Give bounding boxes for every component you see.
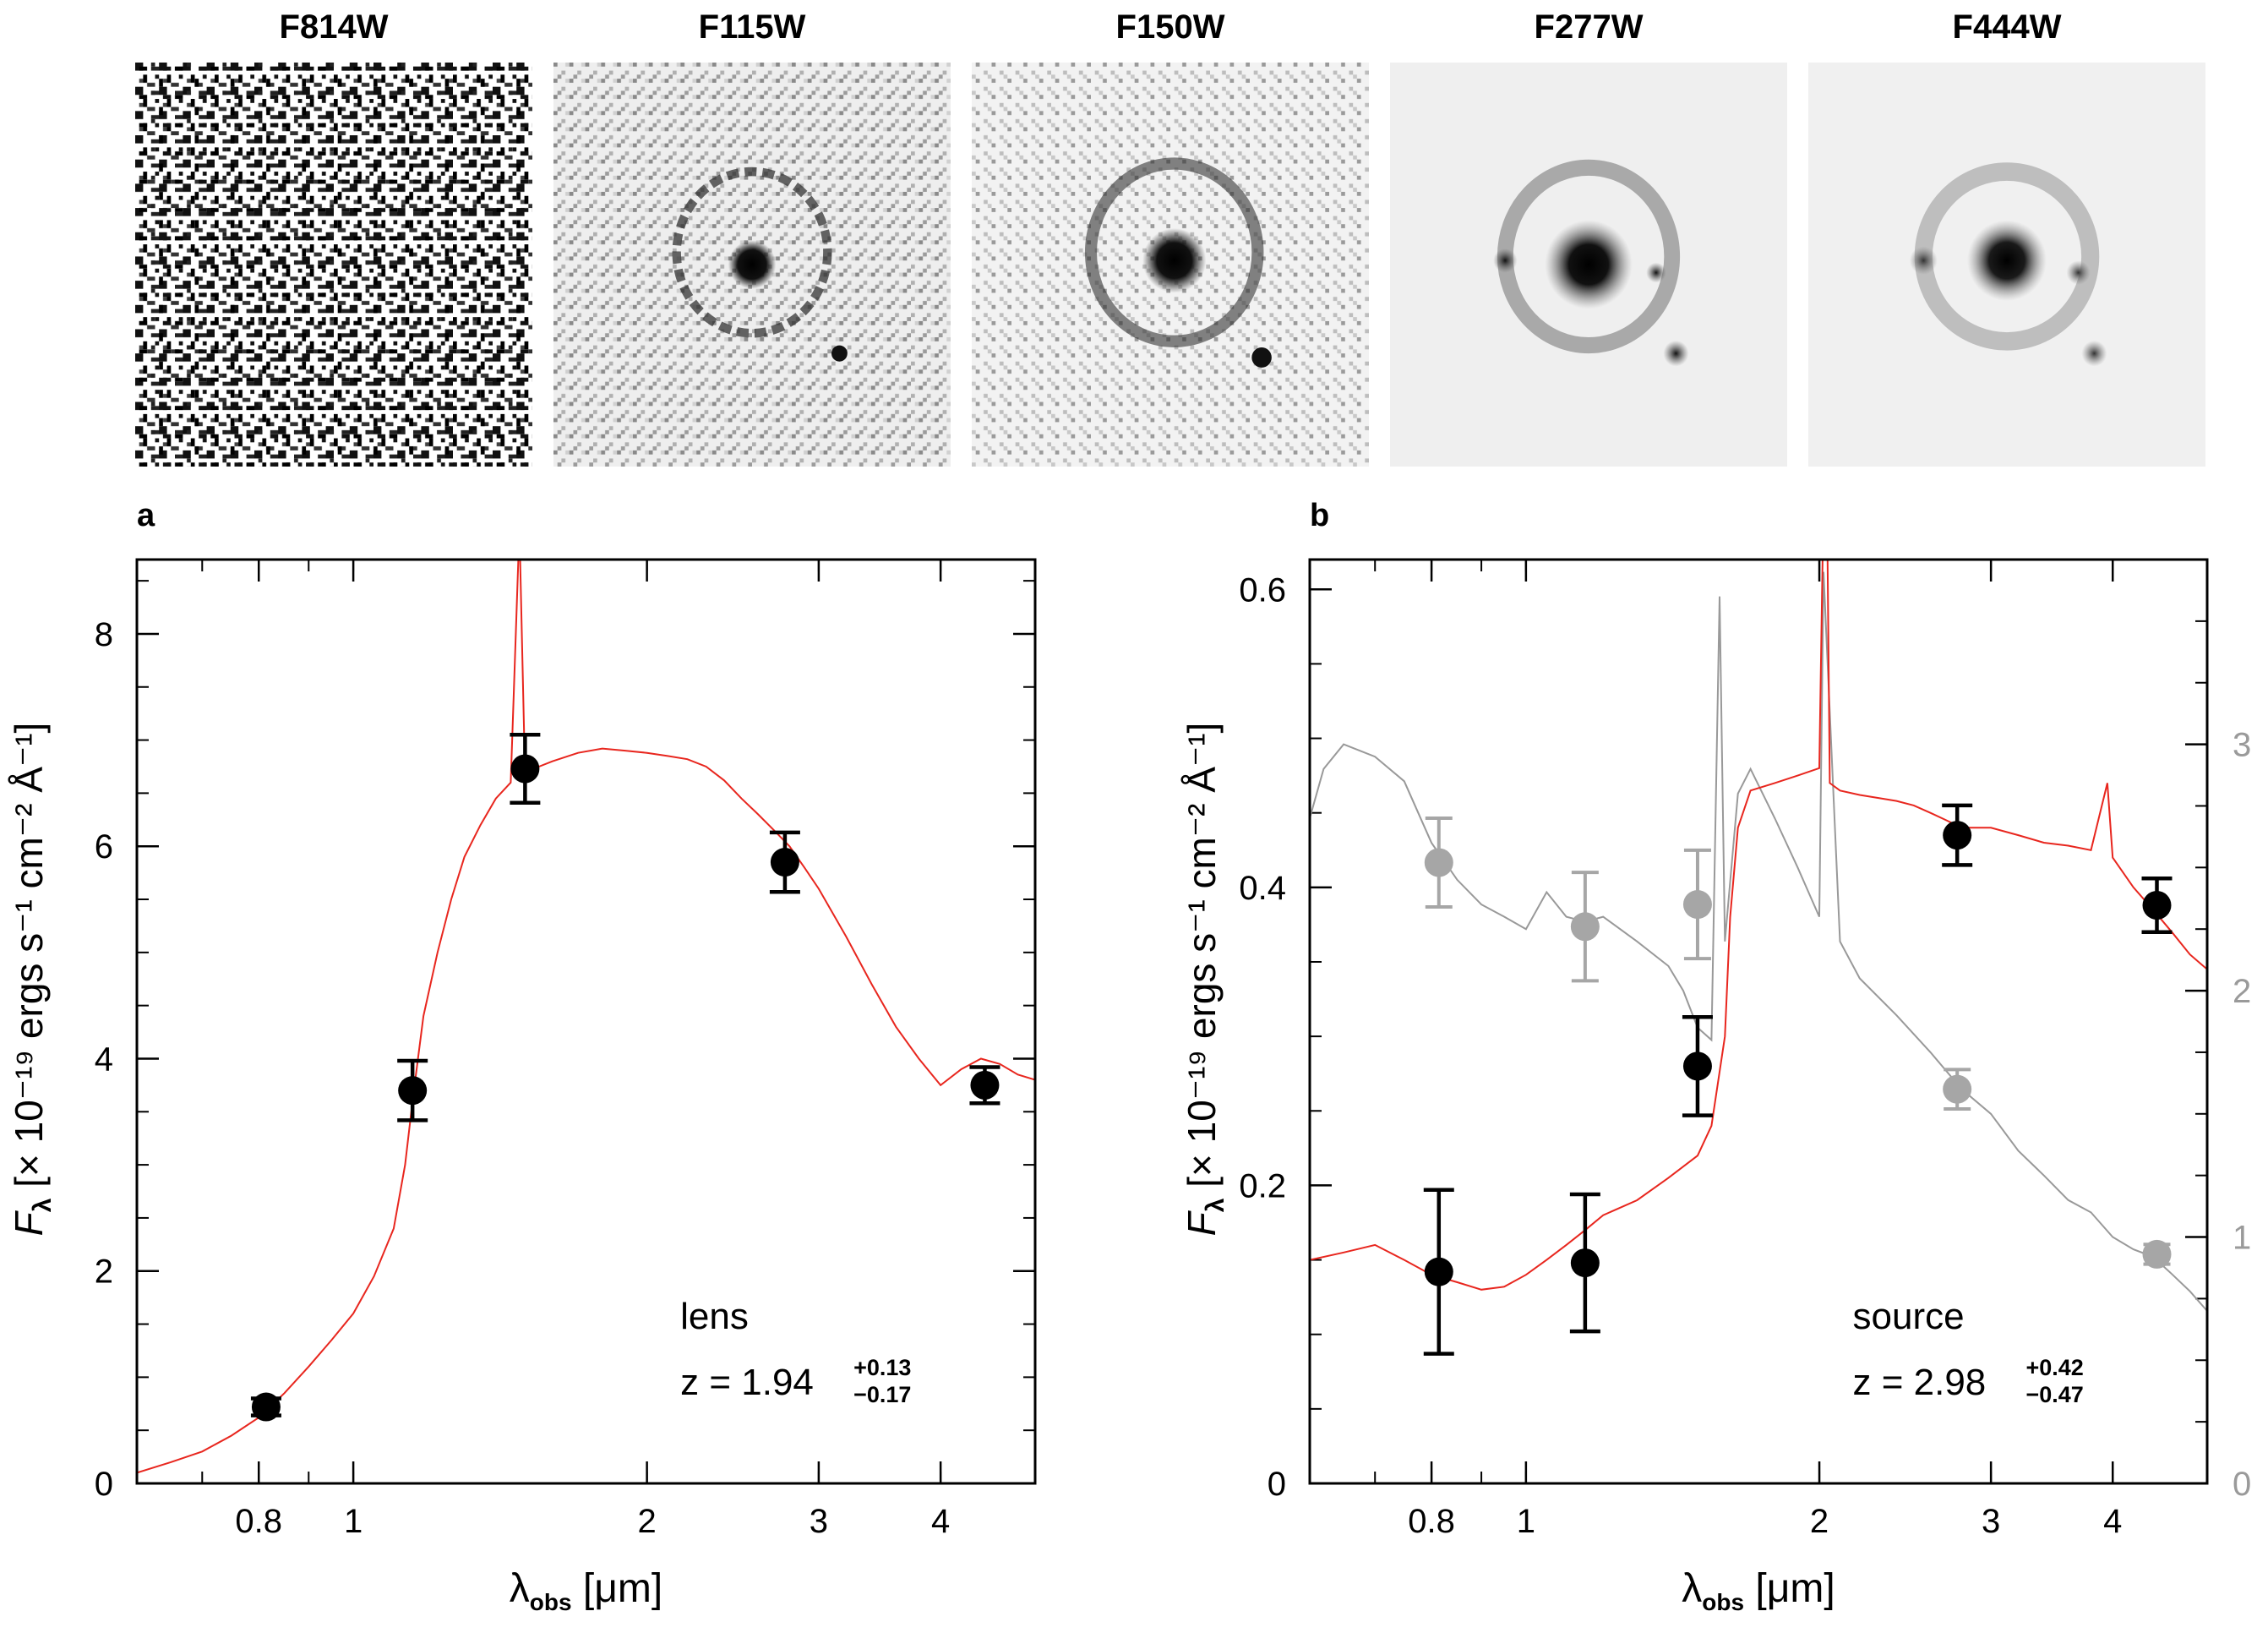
x-tick-label: 0.8 [235,1503,282,1540]
gray-data-point [2142,1239,2172,1269]
gray-model-line [1310,571,2207,1312]
y-axis-label-sub: λ [1202,1198,1229,1212]
y-axis-label: Fλ [× 10⁻¹⁹ ergs s⁻¹ cm⁻² Å⁻¹] [7,723,57,1237]
data-point [2142,890,2172,920]
data-point [251,1392,281,1422]
x-tick-label: 3 [1982,1503,2000,1540]
sed-charts: 0.8 1 2 3 4 0 2 4 6 8 a lens z = 1.94 +0.13−0.17 λobs … [7,498,2251,1615]
stamp-image-f115w [553,63,951,467]
x-axis-label-main: λ [1682,1566,1702,1611]
x-axis-label: λobs [μm] [1682,1566,1835,1615]
data-point [770,848,799,877]
data-point [1943,821,1972,850]
data-point [1424,1257,1453,1286]
data-point [398,1076,428,1106]
data-point [1682,1051,1712,1081]
x-axis-label-sub: obs [530,1589,572,1615]
stamp-title-f814w: F814W [279,8,389,46]
x-tick-label: 4 [2103,1503,2122,1540]
y-axis-label-main: F [7,1210,51,1236]
filter-stamps-row: F814W F115W F150W F277W F444W [0,0,2268,473]
gray-data-point [1943,1074,1972,1104]
plot-frame [1308,558,2209,1485]
panel-label: a [137,498,155,533]
y-axis-label-sub: λ [29,1198,57,1212]
y-tick-label: 4 [95,1040,113,1078]
annotation-z-plus: +0.42 [2026,1355,2084,1380]
annotation-redshift: z = 1.94 [680,1362,814,1403]
stamp-image-f150w [972,63,1369,467]
stamp-image-f277w [1390,63,1787,467]
annotation-name: source [1853,1296,1965,1337]
plot-area [137,560,1035,1474]
x-axis-label-unit: [μm] [1744,1566,1835,1611]
y-tick-label: 0.6 [1239,571,1286,609]
annotation-z-minus: −0.47 [2026,1382,2084,1407]
annotation-z-minus: −0.17 [853,1382,911,1407]
y-tick-label: 0.4 [1239,870,1286,907]
gray-data-point [1682,890,1712,920]
annotation-redshift: z = 2.98 [1853,1362,1987,1403]
x-axis-label-unit: [μm] [572,1566,663,1611]
y-tick-label: 6 [95,828,113,866]
annotation-name: lens [680,1296,749,1337]
stamp-image-f444w [1808,63,2205,467]
stamp-title-f277w: F277W [1534,8,1644,46]
model-sed-line [1310,560,2207,1291]
y-tick-label: 2 [95,1253,113,1291]
panel-b: 0.8 1 2 3 4 0 0.2 0.4 0.6 0 1 2 3 b source z = 2.98 +0.4… [1180,498,2251,1615]
y-axis-label-unit: [× 10⁻¹⁹ ergs s⁻¹ cm⁻² Å⁻¹] [7,723,51,1199]
x-axis-label-sub: obs [1702,1589,1744,1615]
x-tick-label: 0.8 [1408,1503,1455,1540]
data-point [970,1070,1000,1100]
y-axis-label-unit: [× 10⁻¹⁹ ergs s⁻¹ cm⁻² Å⁻¹] [1180,723,1224,1199]
stamp-title-f115w: F115W [698,8,806,46]
annotation-z-plus: +0.13 [853,1355,911,1380]
x-tick-label: 2 [1810,1503,1829,1540]
x-tick-label: 2 [637,1503,656,1540]
stamp-title-f444w: F444W [1952,8,2062,46]
panel-a: 0.8 1 2 3 4 0 2 4 6 8 a lens z = 1.94 +0.13−0.17 λobs … [7,498,1037,1615]
y2-tick-label: 3 [2233,727,2251,764]
x-axis-label-main: λ [510,1566,530,1611]
data-point [1570,1248,1600,1278]
model-sed-line [137,560,1035,1474]
stamp-title-f150w: F150W [1115,8,1225,46]
panel-label: b [1310,498,1329,533]
plot-frame [135,558,1037,1485]
stamp-image-f814w [135,63,532,467]
y2-tick-label: 0 [2233,1466,2251,1503]
y2-tick-label: 2 [2233,973,2251,1010]
y-axis-label: Fλ [× 10⁻¹⁹ ergs s⁻¹ cm⁻² Å⁻¹] [1180,723,1229,1237]
data-point [510,754,540,784]
gray-data-point [1424,848,1453,877]
gray-data-point [1570,912,1600,942]
y-axis-label-main: F [1180,1210,1224,1236]
y-tick-label: 0.2 [1239,1167,1286,1204]
y-tick-label: 0 [1268,1466,1286,1503]
y-tick-label: 0 [95,1466,113,1503]
y-tick-label: 8 [95,616,113,653]
x-tick-label: 1 [1517,1503,1535,1540]
y2-tick-label: 1 [2233,1220,2251,1257]
x-tick-label: 3 [810,1503,828,1540]
x-axis-label: λobs [μm] [510,1566,662,1615]
plot-area [1310,560,2207,1356]
x-tick-label: 1 [344,1503,363,1540]
x-tick-label: 4 [931,1503,950,1540]
